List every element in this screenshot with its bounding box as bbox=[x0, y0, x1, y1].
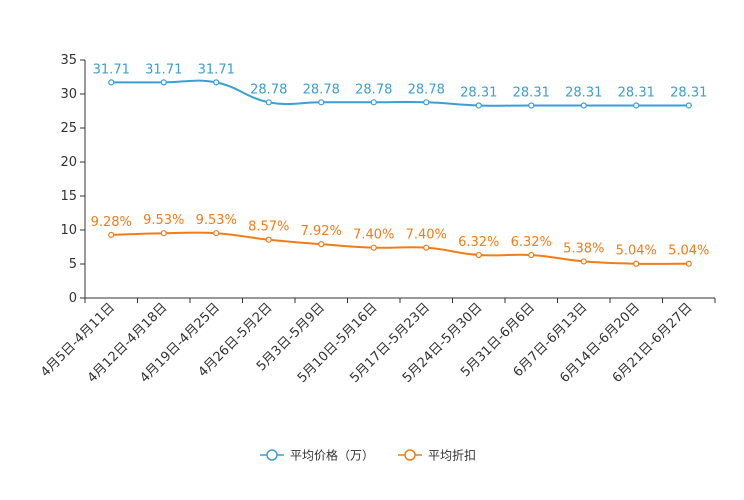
data-label: 7.40% bbox=[353, 228, 394, 243]
data-label: 7.92% bbox=[301, 224, 342, 239]
data-point bbox=[108, 79, 115, 86]
data-point bbox=[633, 260, 640, 267]
legend-item-0: 平均价格（万） bbox=[260, 448, 374, 463]
y-tick-label: 20 bbox=[60, 155, 77, 170]
data-label: 6.32% bbox=[511, 235, 552, 250]
legend-marker bbox=[404, 449, 416, 461]
data-label: 9.28% bbox=[91, 215, 132, 230]
data-point bbox=[213, 230, 220, 237]
y-tick-label: 25 bbox=[60, 121, 77, 136]
data-label: 28.31 bbox=[565, 85, 602, 100]
series-line-0 bbox=[111, 79, 689, 107]
data-point bbox=[580, 102, 587, 109]
data-label: 28.31 bbox=[513, 85, 550, 100]
data-point bbox=[528, 251, 535, 259]
data-point bbox=[475, 251, 482, 259]
data-point bbox=[685, 260, 692, 267]
legend-label: 平均折扣 bbox=[428, 448, 476, 463]
data-label: 5.04% bbox=[616, 244, 657, 259]
data-label: 8.57% bbox=[248, 220, 289, 235]
series-line-1 bbox=[111, 231, 689, 265]
data-point bbox=[160, 230, 167, 237]
y-tick-label: 35 bbox=[60, 53, 77, 68]
data-point bbox=[475, 102, 482, 109]
data-point bbox=[318, 99, 325, 106]
data-label: 28.31 bbox=[618, 85, 655, 100]
data-label: 31.71 bbox=[198, 62, 235, 77]
data-label: 9.53% bbox=[196, 213, 237, 228]
data-label: 28.31 bbox=[670, 85, 707, 100]
y-tick-label: 0 bbox=[69, 291, 77, 306]
data-point bbox=[423, 99, 430, 106]
y-tick-label: 30 bbox=[60, 87, 77, 102]
data-label: 28.78 bbox=[250, 82, 287, 97]
data-point bbox=[423, 244, 430, 251]
data-point bbox=[265, 99, 272, 106]
legend-marker bbox=[266, 449, 278, 461]
data-point bbox=[160, 79, 167, 86]
data-label: 28.78 bbox=[408, 82, 445, 97]
data-point bbox=[370, 99, 377, 106]
y-tick-label: 15 bbox=[60, 189, 77, 204]
data-label: 31.71 bbox=[145, 62, 182, 77]
data-label: 7.40% bbox=[406, 228, 447, 243]
data-point bbox=[528, 102, 535, 109]
data-label: 5.04% bbox=[668, 244, 709, 259]
data-label: 5.38% bbox=[563, 241, 604, 256]
data-point bbox=[685, 102, 692, 109]
y-tick-label: 5 bbox=[69, 257, 77, 272]
data-point bbox=[108, 231, 115, 238]
data-point bbox=[265, 236, 272, 243]
data-label: 9.53% bbox=[143, 213, 184, 228]
data-label: 28.78 bbox=[355, 82, 392, 97]
data-point bbox=[370, 244, 377, 251]
data-point bbox=[318, 241, 325, 248]
data-point bbox=[580, 258, 587, 265]
data-point bbox=[633, 102, 640, 109]
legend-item-1: 平均折扣 bbox=[398, 448, 476, 463]
data-label: 6.32% bbox=[458, 235, 499, 250]
data-label: 28.78 bbox=[303, 82, 340, 97]
y-tick-label: 10 bbox=[60, 223, 77, 238]
data-label: 31.71 bbox=[93, 62, 130, 77]
data-point bbox=[213, 79, 220, 86]
data-label: 28.31 bbox=[460, 85, 497, 100]
legend-label: 平均价格（万） bbox=[290, 448, 374, 463]
